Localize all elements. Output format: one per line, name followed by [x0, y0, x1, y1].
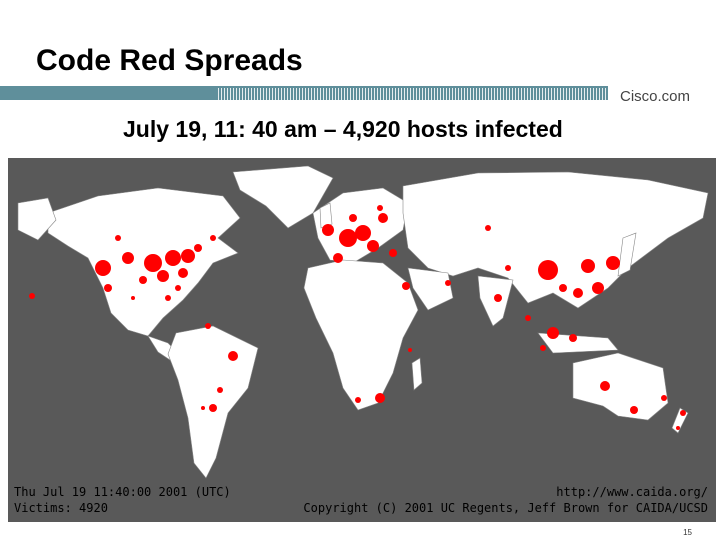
infection-marker	[494, 294, 502, 302]
infection-marker	[131, 296, 135, 300]
infection-marker	[165, 250, 181, 266]
infection-marker	[505, 265, 511, 271]
infection-marker	[630, 406, 638, 414]
landmass-australia	[572, 352, 669, 421]
infection-marker	[178, 268, 188, 278]
infection-marker	[408, 348, 412, 352]
infection-marker	[217, 387, 223, 393]
infection-marker	[349, 214, 357, 222]
infection-marker	[569, 334, 577, 342]
infection-marker	[540, 345, 546, 351]
page-number: 15	[683, 528, 692, 537]
infection-marker	[228, 351, 238, 361]
infection-markers	[29, 205, 686, 430]
landmass-arabia	[407, 267, 454, 311]
landmass-madagascar	[411, 357, 423, 391]
slide-subtitle: July 19, 11: 40 am – 4,920 hosts infecte…	[123, 116, 563, 142]
infection-marker	[175, 285, 181, 291]
infection-marker	[559, 284, 567, 292]
infection-marker	[209, 404, 217, 412]
infection-marker	[205, 323, 211, 329]
infection-marker	[144, 254, 162, 272]
land-masses	[17, 165, 709, 479]
map-copyright: Copyright (C) 2001 UC Regents, Jeff Brow…	[303, 501, 708, 515]
landmass-uk	[319, 202, 333, 229]
infection-marker	[377, 205, 383, 211]
infection-marker	[676, 426, 680, 430]
infection-marker	[485, 225, 491, 231]
infection-marker	[573, 288, 583, 298]
infection-marker	[445, 280, 451, 286]
infection-marker	[139, 276, 147, 284]
infection-marker	[122, 252, 134, 264]
map-victims-count: Victims: 4920	[14, 501, 108, 515]
infection-marker	[104, 284, 112, 292]
infection-marker	[375, 393, 385, 403]
infection-marker	[389, 249, 397, 257]
infection-marker	[339, 229, 357, 247]
landmass-asia	[402, 171, 709, 309]
landmass-africa	[303, 259, 419, 411]
infection-marker	[525, 315, 531, 321]
infection-marker	[367, 240, 379, 252]
infection-marker	[157, 270, 169, 282]
infection-marker	[115, 235, 121, 241]
infection-marker	[181, 249, 195, 263]
infection-marker	[165, 295, 171, 301]
infection-marker	[600, 381, 610, 391]
landmass-south-america	[167, 325, 259, 479]
infection-marker	[680, 410, 686, 416]
landmass-greenland	[232, 165, 334, 229]
infection-marker	[194, 244, 202, 252]
landmass-north-america	[47, 187, 241, 337]
brand-box	[608, 86, 720, 106]
infection-marker	[355, 397, 361, 403]
infection-marker	[322, 224, 334, 236]
header-stripe	[218, 88, 608, 100]
map-legend-right: http://www.caida.org/ Copyright (C) 2001…	[303, 484, 708, 516]
infection-marker	[538, 260, 558, 280]
infection-marker	[606, 256, 620, 270]
infection-marker	[355, 225, 371, 241]
map-legend-left: Thu Jul 19 11:40:00 2001 (UTC) Victims: …	[14, 484, 231, 516]
infection-marker	[592, 282, 604, 294]
infection-marker	[661, 395, 667, 401]
infection-marker	[95, 260, 111, 276]
infection-marker	[547, 327, 559, 339]
world-map-svg	[17, 165, 709, 479]
infection-marker	[333, 253, 343, 263]
infection-marker	[402, 282, 410, 290]
landmass-alaska	[17, 197, 57, 241]
cisco-logo-text: Cisco.com	[620, 88, 691, 105]
map-source-url: http://www.caida.org/	[556, 485, 708, 499]
infection-marker	[29, 293, 35, 299]
map-timestamp: Thu Jul 19 11:40:00 2001 (UTC)	[14, 485, 231, 499]
slide-title: Code Red Spreads	[36, 44, 303, 77]
infection-marker	[210, 235, 216, 241]
infection-marker	[201, 406, 205, 410]
landmass-indonesia	[537, 332, 619, 354]
infection-marker	[581, 259, 595, 273]
infection-marker	[378, 213, 388, 223]
infection-map: Thu Jul 19 11:40:00 2001 (UTC) Victims: …	[8, 158, 716, 522]
